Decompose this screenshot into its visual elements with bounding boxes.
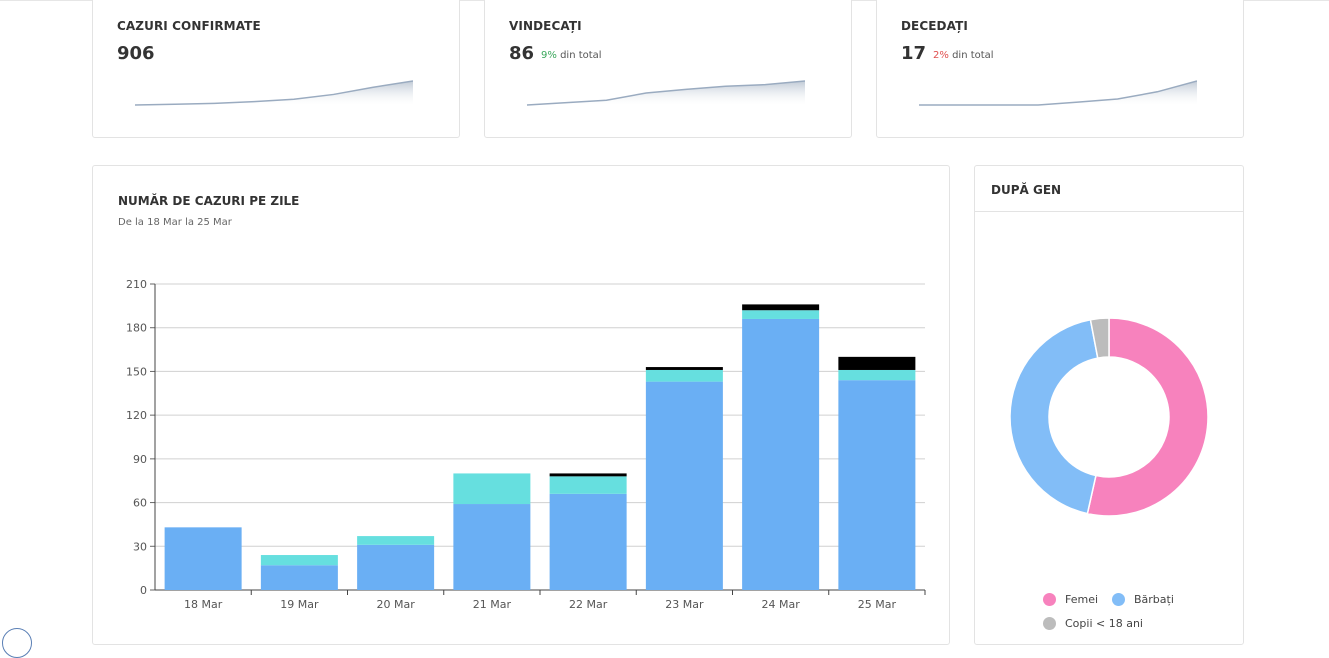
bar-segment[interactable] <box>549 473 627 477</box>
x-tick-label: 18 Mar <box>184 598 223 611</box>
legend-item-copii[interactable]: Copii < 18 ani <box>1043 617 1143 630</box>
legend-item-barbati[interactable]: Bărbați <box>1112 593 1174 606</box>
bar-segment[interactable] <box>453 473 531 505</box>
stat-card-confirmed: CAZURI CONFIRMATE 906 <box>92 0 460 138</box>
bar-segment[interactable] <box>549 493 627 590</box>
bar-segment[interactable] <box>645 381 723 590</box>
x-tick-label: 22 Mar <box>569 598 608 611</box>
legend-label: Femei <box>1065 593 1099 606</box>
stat-title: CAZURI CONFIRMATE <box>117 19 261 33</box>
pct-value: 9% <box>541 50 557 61</box>
bar-segment[interactable] <box>260 565 338 590</box>
daily-cases-bar-chart: 0 30 60 90 120 150 180 210 18 Mar 19 Mar 20 Mar 21 … <box>126 278 926 611</box>
bar-segment[interactable] <box>645 367 723 370</box>
sparkline-area <box>135 81 413 105</box>
donut-slice[interactable] <box>1089 317 1110 359</box>
pct-value: 2% <box>933 50 949 61</box>
stat-value: 17 <box>901 43 927 64</box>
chart-title: NUMĂR DE CAZURI PE ZILE <box>118 194 300 208</box>
x-tick-label: 25 Mar <box>858 598 897 611</box>
y-tick-label: 120 <box>126 409 147 422</box>
bar-segment[interactable] <box>742 318 820 590</box>
card-header: DUPĂ GEN <box>975 166 1243 212</box>
legend-dot <box>1112 593 1125 606</box>
sparkline-line <box>919 80 1197 106</box>
sparkline-line <box>526 80 805 106</box>
y-tick-label: 150 <box>126 365 147 378</box>
sparkline <box>134 80 413 106</box>
y-tick-label: 0 <box>140 584 147 597</box>
y-tick-label: 90 <box>133 453 147 466</box>
x-tick-label: 20 Mar <box>377 598 416 611</box>
stat-value: 906 <box>117 43 155 64</box>
stat-percentage: 9% din total <box>541 50 602 61</box>
x-tick-label: 24 Mar <box>762 598 801 611</box>
stat-percentage: 2% din total <box>933 50 994 61</box>
stat-title: VINDECAȚI <box>509 19 582 33</box>
sparkline-area <box>919 81 1197 105</box>
gender-card: DUPĂ GEN Femei Bărbați Copii < 18 ani <box>974 165 1244 645</box>
chart-subtitle: De la 18 Mar la 25 Mar <box>118 217 232 228</box>
y-tick-label: 60 <box>133 497 147 510</box>
y-tick-label: 210 <box>126 278 147 291</box>
bar-segment[interactable] <box>838 356 916 370</box>
legend-dot <box>1043 617 1056 630</box>
pct-suffix: din total <box>560 50 602 61</box>
daily-cases-card: NUMĂR DE CAZURI PE ZILE De la 18 Mar la … <box>92 165 950 645</box>
legend-dot <box>1043 593 1056 606</box>
bar-segment[interactable] <box>549 476 627 494</box>
stat-card-recovered: VINDECAȚI 86 9% din total <box>484 0 852 138</box>
y-tick-label: 180 <box>126 322 147 335</box>
stat-title: DECEDAȚI <box>901 19 968 33</box>
chart-title: DUPĂ GEN <box>991 183 1062 197</box>
bar-segment[interactable] <box>260 555 338 566</box>
bar-segment[interactable] <box>838 380 916 590</box>
bar-segment[interactable] <box>357 544 435 590</box>
sparkline-line <box>134 80 413 106</box>
bar-segment[interactable] <box>838 369 916 381</box>
donut-slice[interactable] <box>1086 317 1209 517</box>
legend-item-femei[interactable]: Femei <box>1043 593 1098 606</box>
sparkline <box>526 80 805 106</box>
bar-segment[interactable] <box>742 304 820 311</box>
bar-segment[interactable] <box>645 369 723 382</box>
bar-segment[interactable] <box>742 310 820 319</box>
stat-value: 86 <box>509 43 535 64</box>
gender-donut-chart <box>1009 317 1209 517</box>
sparkline-area <box>527 81 805 105</box>
x-tick-label: 21 Mar <box>473 598 512 611</box>
pct-suffix: din total <box>952 50 994 61</box>
help-circle-icon[interactable] <box>2 628 32 658</box>
bar-segment[interactable] <box>164 527 242 590</box>
bar-segment[interactable] <box>357 536 435 545</box>
legend-label: Bărbați <box>1134 593 1174 606</box>
y-tick-label: 30 <box>133 540 147 553</box>
sparkline <box>919 80 1197 106</box>
x-tick-label: 23 Mar <box>665 598 704 611</box>
x-tick-label: 19 Mar <box>280 598 319 611</box>
donut-slice[interactable] <box>1009 318 1099 515</box>
legend-label: Copii < 18 ani <box>1065 617 1143 630</box>
stat-card-deceased: DECEDAȚI 17 2% din total <box>876 0 1244 138</box>
bar-segment[interactable] <box>453 504 531 590</box>
